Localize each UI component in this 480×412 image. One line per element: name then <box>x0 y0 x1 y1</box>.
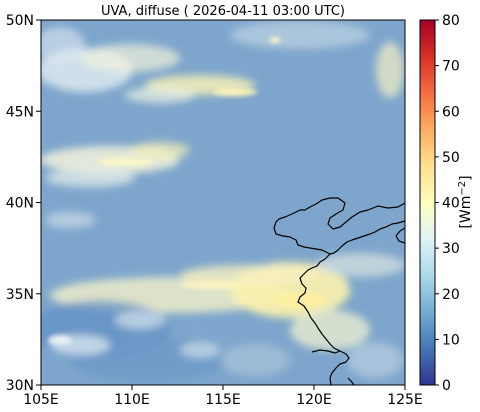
y-tick-label: 45N <box>6 104 34 120</box>
colorbar-tick-label: 0 <box>442 378 451 394</box>
coastline-island <box>347 377 355 385</box>
colorbar-ramp <box>419 19 436 386</box>
colorbar-tick-label: 60 <box>442 104 460 120</box>
y-axis: 50N 45N 40N 35N 30N <box>6 13 41 394</box>
x-axis: 105E 110E 115E 120E 125E <box>23 385 423 408</box>
cloud-speckles <box>48 37 326 345</box>
colorbar-tick-label: 40 <box>442 196 460 212</box>
coastline-korea-fragment <box>395 227 405 244</box>
coastline-shandong-jiangsu <box>297 253 350 385</box>
y-tick-label: 50N <box>6 13 34 29</box>
coastline-bohai-liaodong <box>273 197 405 255</box>
y-tick-label: 35N <box>6 287 34 303</box>
colorbar-tick-label: 10 <box>442 332 460 348</box>
colorbar-tick-label: 30 <box>442 241 460 257</box>
x-tick-label: 120E <box>296 392 332 408</box>
y-tick-label: 30N <box>6 378 34 394</box>
colorbar: 0 10 20 30 40 50 60 70 80 [Wm−2] <box>419 13 474 394</box>
coastline <box>273 197 405 385</box>
colorbar-ticks: 0 10 20 30 40 50 60 70 80 <box>435 13 460 394</box>
coastline-yangtze-notch <box>311 349 341 354</box>
map-title: UVA, diffuse ( 2026-04-11 03:00 UTC) <box>101 4 345 19</box>
colorbar-tick-label: 80 <box>442 13 460 29</box>
colorbar-tick-label: 70 <box>442 59 460 75</box>
colorbar-tick-label: 50 <box>442 150 460 166</box>
y-tick-label: 40N <box>6 196 34 212</box>
x-tick-label: 115E <box>205 392 241 408</box>
x-tick-label: 125E <box>387 392 423 408</box>
x-tick-label: 105E <box>23 392 59 408</box>
colorbar-tick-label: 20 <box>442 287 460 303</box>
map-panel <box>41 20 405 385</box>
colorbar-label: [Wm−2] <box>457 175 474 228</box>
x-tick-label: 110E <box>114 392 150 408</box>
